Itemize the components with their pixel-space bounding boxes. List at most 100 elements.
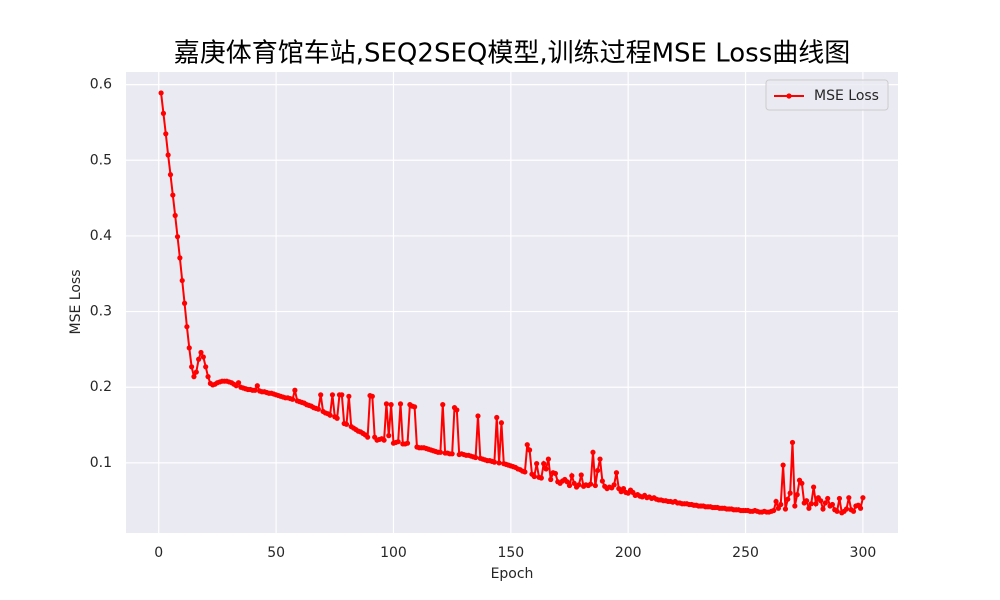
marker [318,392,324,398]
marker [541,461,547,467]
marker [496,460,502,466]
y-axis-label: MSE Loss [68,270,84,335]
grid [126,72,898,533]
marker [193,369,199,375]
marker [780,462,786,468]
marker [818,498,824,504]
marker [597,456,603,462]
y-tick-label: 0.1 [90,455,112,471]
marker [778,501,784,508]
marker [771,507,777,514]
marker [205,374,211,380]
marker [292,387,298,393]
marker [186,345,192,351]
marker [343,421,350,427]
marker [775,505,782,511]
marker [163,131,169,137]
marker [850,508,857,514]
marker [191,374,197,380]
marker [806,505,812,511]
marker [794,492,800,498]
marker [160,110,167,116]
y-tick-label: 0.4 [90,228,112,244]
marker [531,473,537,480]
marker [383,401,390,407]
marker [369,393,375,399]
marker [543,466,549,472]
marker [578,472,584,478]
marker [473,454,479,461]
marker [475,413,481,419]
marker [179,277,185,284]
marker [811,484,817,490]
x-axis-label: Epoch [491,566,534,582]
marker [576,482,582,488]
marker [611,482,617,488]
marker [181,300,188,306]
marker [329,392,336,398]
marker [252,387,258,393]
marker [196,356,202,362]
marker [571,480,577,486]
marker [397,401,404,407]
legend-box [765,79,889,111]
marker [404,440,411,446]
marker [782,506,789,512]
marker [177,255,183,261]
chart-title: 嘉庚体育馆车站,SEQ2SEQ模型,训练过程MSE Loss曲线图 [174,39,851,69]
marker [813,501,819,507]
marker [527,447,533,453]
marker [440,402,446,408]
marker [158,90,164,96]
marker [184,324,190,330]
marker [386,433,392,439]
marker [315,406,321,412]
marker [365,434,371,440]
y-tick-label: 0.6 [90,77,112,93]
marker [548,476,554,483]
marker [388,402,394,408]
marker [552,470,559,477]
marker [829,501,835,508]
x-tick-label: 300 [850,545,877,561]
marker [834,508,840,514]
marker [599,478,605,484]
marker [545,456,551,462]
marker [235,380,242,386]
marker [773,498,779,505]
marker [327,412,333,418]
marker [566,482,573,489]
x-tick-label: 200 [615,545,642,561]
marker [846,495,852,501]
marker [498,420,505,426]
marker [595,467,601,474]
marker [449,451,455,457]
marker [569,473,575,479]
marker [820,506,826,512]
marker [620,485,627,492]
x-tick-label: 100 [380,545,407,561]
marker [172,212,178,219]
marker [860,495,866,501]
marker [564,479,570,485]
marks [158,90,866,516]
marker [167,172,174,178]
x-tick-label: 50 [267,545,285,561]
marker [843,506,850,512]
x-tick-label: 150 [497,545,524,561]
marker [200,354,206,360]
marker [381,437,387,443]
marker [522,469,528,475]
marker [857,505,864,511]
marker [799,480,805,486]
marker [174,234,181,240]
x-tick-label: 250 [732,545,759,561]
marker [808,501,814,507]
marker [454,407,460,413]
marker [613,470,620,476]
marker [825,495,831,502]
marker [289,396,296,402]
marker [524,442,530,448]
marker [198,349,204,356]
